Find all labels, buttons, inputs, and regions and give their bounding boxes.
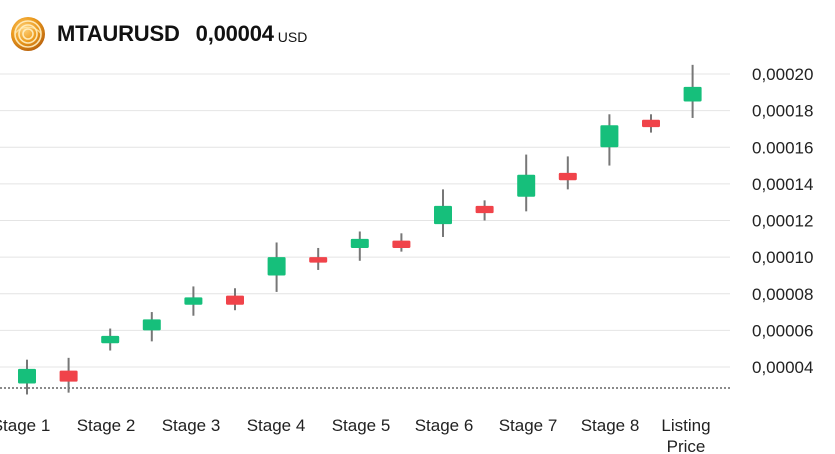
candle-body <box>142 319 161 331</box>
candle-body <box>309 257 328 263</box>
x-category-label: Stage 5 <box>332 416 391 435</box>
current-price: 0,00004 <box>195 21 274 46</box>
candle-body <box>101 335 120 344</box>
ticker-symbol: MTAURUSD <box>57 21 180 46</box>
chart-header: MTAURUSD 0,00004 USD <box>10 14 307 54</box>
candle-body <box>267 257 286 276</box>
x-category-label: Stage 4 <box>247 416 306 435</box>
x-category-label: Listing <box>661 416 710 435</box>
x-category-label: Stage 8 <box>581 416 640 435</box>
y-tick-label: 0,00006 <box>752 321 813 340</box>
y-tick-label: 0,00004 <box>752 358 813 377</box>
y-tick-label: 0,00012 <box>752 212 813 231</box>
x-category-label: Stage 1 <box>0 416 50 435</box>
candle-body <box>226 295 244 305</box>
y-tick-label: 0,00008 <box>752 285 813 304</box>
y-tick-label: 0,00014 <box>752 175 813 194</box>
candle-body <box>517 174 536 197</box>
y-tick-label: 0,00020 <box>752 65 813 84</box>
candle-body <box>434 205 452 225</box>
price-currency: USD <box>277 28 308 45</box>
candle-body <box>683 86 702 102</box>
x-category-label: Stage 7 <box>499 416 558 435</box>
y-tick-label: 0,00018 <box>752 102 813 121</box>
coin-logo-icon <box>11 17 45 51</box>
candle-body <box>475 205 494 214</box>
candle-body <box>184 297 203 305</box>
y-tick-label: 0,00010 <box>752 248 813 267</box>
candle-body <box>59 370 78 382</box>
candle-body <box>350 238 369 248</box>
x-category-label: Price <box>667 437 706 454</box>
candle-body <box>600 125 619 148</box>
y-tick-label: 0.00016 <box>752 138 813 157</box>
candle-body <box>558 172 577 181</box>
x-category-label: Stage 6 <box>415 416 474 435</box>
x-category-label: Stage 2 <box>77 416 136 435</box>
candle-body <box>642 119 660 128</box>
x-category-label: Stage 3 <box>162 416 221 435</box>
candle-body <box>392 240 411 248</box>
candle-body <box>18 368 36 384</box>
